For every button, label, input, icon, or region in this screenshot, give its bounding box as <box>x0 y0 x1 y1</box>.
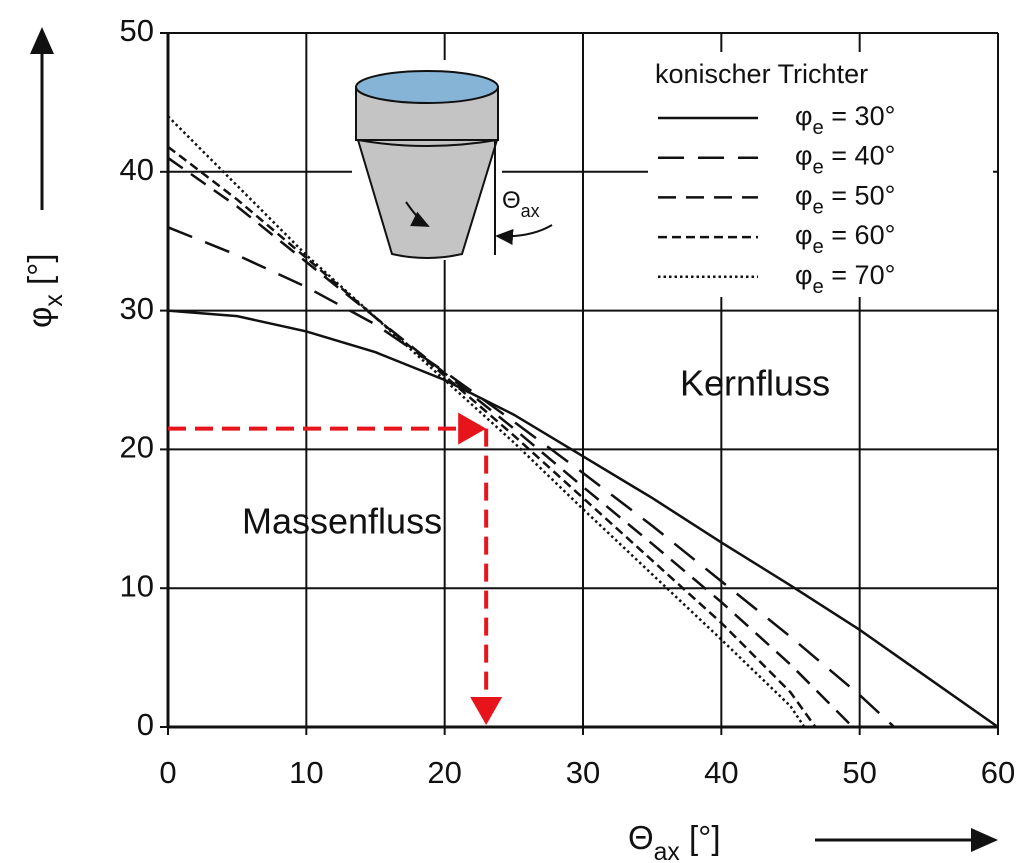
x-tick-label: 60 <box>981 755 1015 790</box>
chart: Θax konischer Trichter Kernfluss Massenf… <box>0 0 1025 863</box>
x-axis-label: Θax [°] <box>628 819 721 863</box>
legend-title: konischer Trichter <box>655 59 868 89</box>
y-tick-label: 30 <box>120 291 154 326</box>
x-tick-label: 10 <box>289 755 323 790</box>
y-axis-label: φx [°] <box>21 254 68 328</box>
annotation: Massenfluss <box>242 501 442 542</box>
y-tick-label: 40 <box>120 152 154 187</box>
series-line <box>168 227 894 727</box>
y-tick-label: 10 <box>120 568 154 603</box>
y-tick-label: 50 <box>120 13 154 48</box>
y-tick-label: 20 <box>120 430 154 465</box>
x-tick-label: 0 <box>159 755 176 790</box>
x-tick-label: 30 <box>566 755 600 790</box>
annotation: Kernfluss <box>680 363 830 404</box>
inset-label: Θax <box>502 187 540 220</box>
y-tick-label: 0 <box>137 707 154 742</box>
x-tick-label: 40 <box>704 755 738 790</box>
x-tick-label: 50 <box>842 755 876 790</box>
hopper-illustration <box>352 60 552 260</box>
x-tick-label: 20 <box>427 755 461 790</box>
